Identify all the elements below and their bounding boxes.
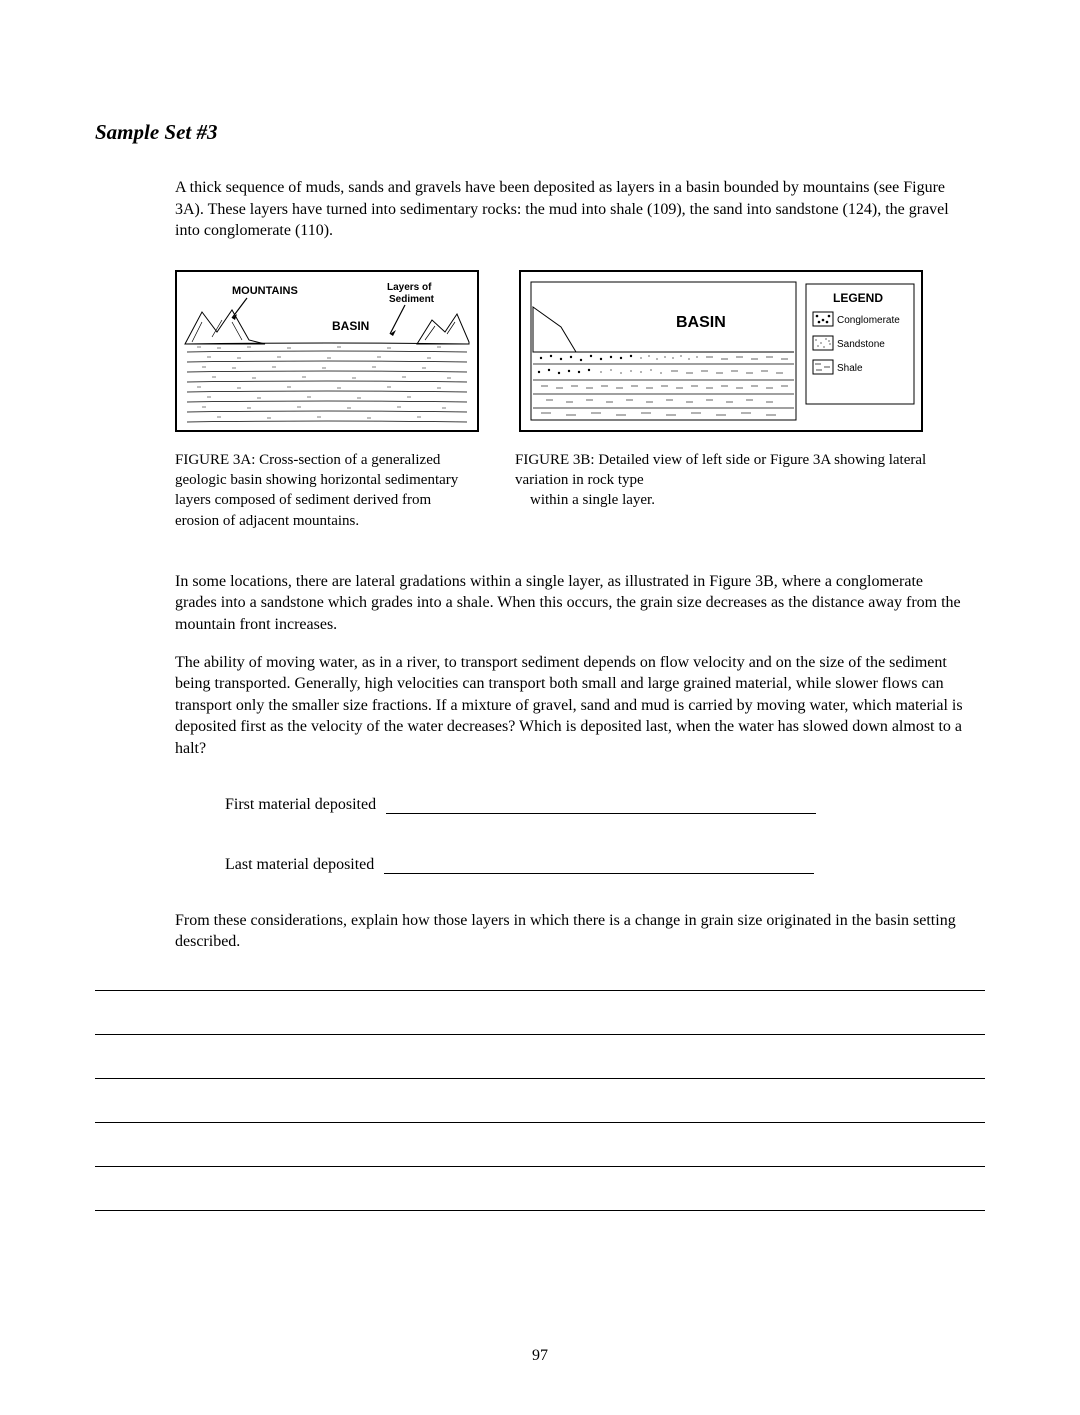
legend-conglomerate: Conglomerate — [837, 315, 900, 326]
answer-line[interactable] — [95, 989, 985, 991]
layers-label-2: Sediment — [389, 294, 435, 305]
figure-3b-caption-line2: within a single layer. — [515, 492, 655, 508]
basin-label-b: BASIN — [676, 314, 726, 331]
captions-row: FIGURE 3A: Cross-section of a generalize… — [175, 450, 965, 531]
answer-lines — [175, 989, 965, 1211]
page-number: 97 — [0, 1347, 1080, 1365]
answer-line[interactable] — [95, 1077, 985, 1079]
mountains-label: MOUNTAINS — [232, 285, 298, 297]
legend-title: LEGEND — [833, 291, 883, 305]
paragraph-1: In some locations, there are lateral gra… — [175, 571, 965, 636]
figure-3a-caption: FIGURE 3A: Cross-section of a generalize… — [175, 450, 475, 531]
first-deposited-blank[interactable] — [386, 812, 816, 814]
layers-label-1: Layers of — [387, 282, 432, 293]
legend-sandstone: Sandstone — [837, 339, 885, 350]
figures-row: MOUNTAINS Layers of Sediment BASIN — [175, 270, 965, 432]
first-deposited-row: First material deposited — [225, 796, 965, 814]
paragraph-2: The ability of moving water, as in a riv… — [175, 652, 965, 760]
basin-label-a: BASIN — [332, 319, 369, 333]
sample-set-title: Sample Set #3 — [95, 120, 985, 145]
last-deposited-row: Last material deposited — [225, 856, 965, 874]
last-deposited-blank[interactable] — [384, 872, 814, 874]
last-deposited-label: Last material deposited — [225, 856, 374, 874]
page: Sample Set #3 A thick sequence of muds, … — [0, 0, 1080, 1415]
answer-line[interactable] — [95, 1033, 985, 1035]
intro-paragraph: A thick sequence of muds, sands and grav… — [175, 177, 965, 242]
paragraph-3: From these considerations, explain how t… — [175, 910, 965, 953]
content-block: A thick sequence of muds, sands and grav… — [175, 177, 965, 1211]
figure-3b-caption-line1: FIGURE 3B: Detailed view of left side or… — [515, 452, 926, 488]
answer-line[interactable] — [95, 1165, 985, 1167]
answer-line[interactable] — [95, 1121, 985, 1123]
first-deposited-label: First material deposited — [225, 796, 376, 814]
answer-line[interactable] — [95, 1209, 985, 1211]
figure-3b-caption: FIGURE 3B: Detailed view of left side or… — [515, 450, 965, 531]
figure-3a-diagram: MOUNTAINS Layers of Sediment BASIN — [175, 270, 479, 432]
figure-3b: BASIN — [519, 270, 965, 432]
figure-3a: MOUNTAINS Layers of Sediment BASIN — [175, 270, 479, 432]
figure-3b-diagram: BASIN — [519, 270, 923, 432]
legend-shale: Shale — [837, 363, 863, 374]
